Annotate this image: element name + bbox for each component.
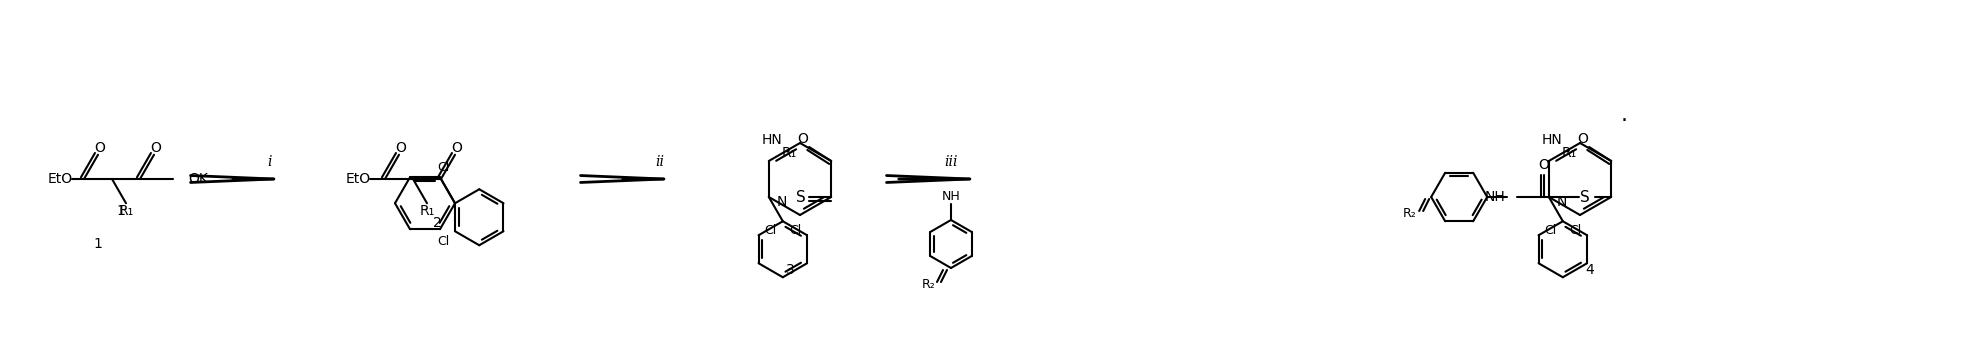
Text: R₁: R₁ (781, 146, 797, 160)
Text: O: O (1578, 132, 1588, 146)
Text: EtO: EtO (346, 172, 372, 186)
Text: R₂: R₂ (1403, 206, 1417, 220)
Text: i: i (268, 155, 272, 169)
Text: OK: OK (189, 172, 209, 186)
Text: EtO: EtO (47, 172, 73, 186)
Text: HN: HN (1541, 133, 1563, 147)
Text: 2: 2 (433, 216, 441, 230)
Text: HN: HN (762, 133, 781, 147)
Text: NH: NH (1484, 190, 1506, 204)
Text: S: S (797, 190, 807, 205)
Text: iii: iii (945, 155, 958, 169)
Text: Cl: Cl (1568, 224, 1580, 237)
Text: R₁: R₁ (1561, 146, 1576, 160)
Text: Cl: Cl (764, 224, 777, 237)
Text: O: O (396, 141, 407, 155)
Text: S: S (1580, 190, 1590, 205)
Text: ii: ii (655, 155, 665, 169)
Text: R₁: R₁ (419, 204, 435, 218)
Text: 1: 1 (94, 237, 102, 251)
Text: R₂: R₂ (923, 277, 937, 291)
Text: O: O (94, 141, 106, 155)
Text: Cl: Cl (437, 161, 449, 174)
Text: ·: · (1620, 111, 1628, 131)
Text: Cl: Cl (1545, 224, 1557, 237)
Text: Cl: Cl (789, 224, 801, 237)
Text: O: O (797, 132, 809, 146)
Text: O: O (1539, 157, 1549, 172)
Text: 3: 3 (785, 263, 795, 277)
Text: 1: 1 (116, 204, 126, 218)
Text: 4: 4 (1586, 263, 1594, 277)
Text: Cl: Cl (437, 235, 449, 248)
Text: O: O (451, 141, 462, 155)
Text: N: N (1557, 195, 1567, 209)
Text: N: N (777, 195, 787, 209)
Text: R₁: R₁ (118, 204, 134, 218)
Text: O: O (152, 141, 161, 155)
Text: NH: NH (941, 190, 960, 202)
